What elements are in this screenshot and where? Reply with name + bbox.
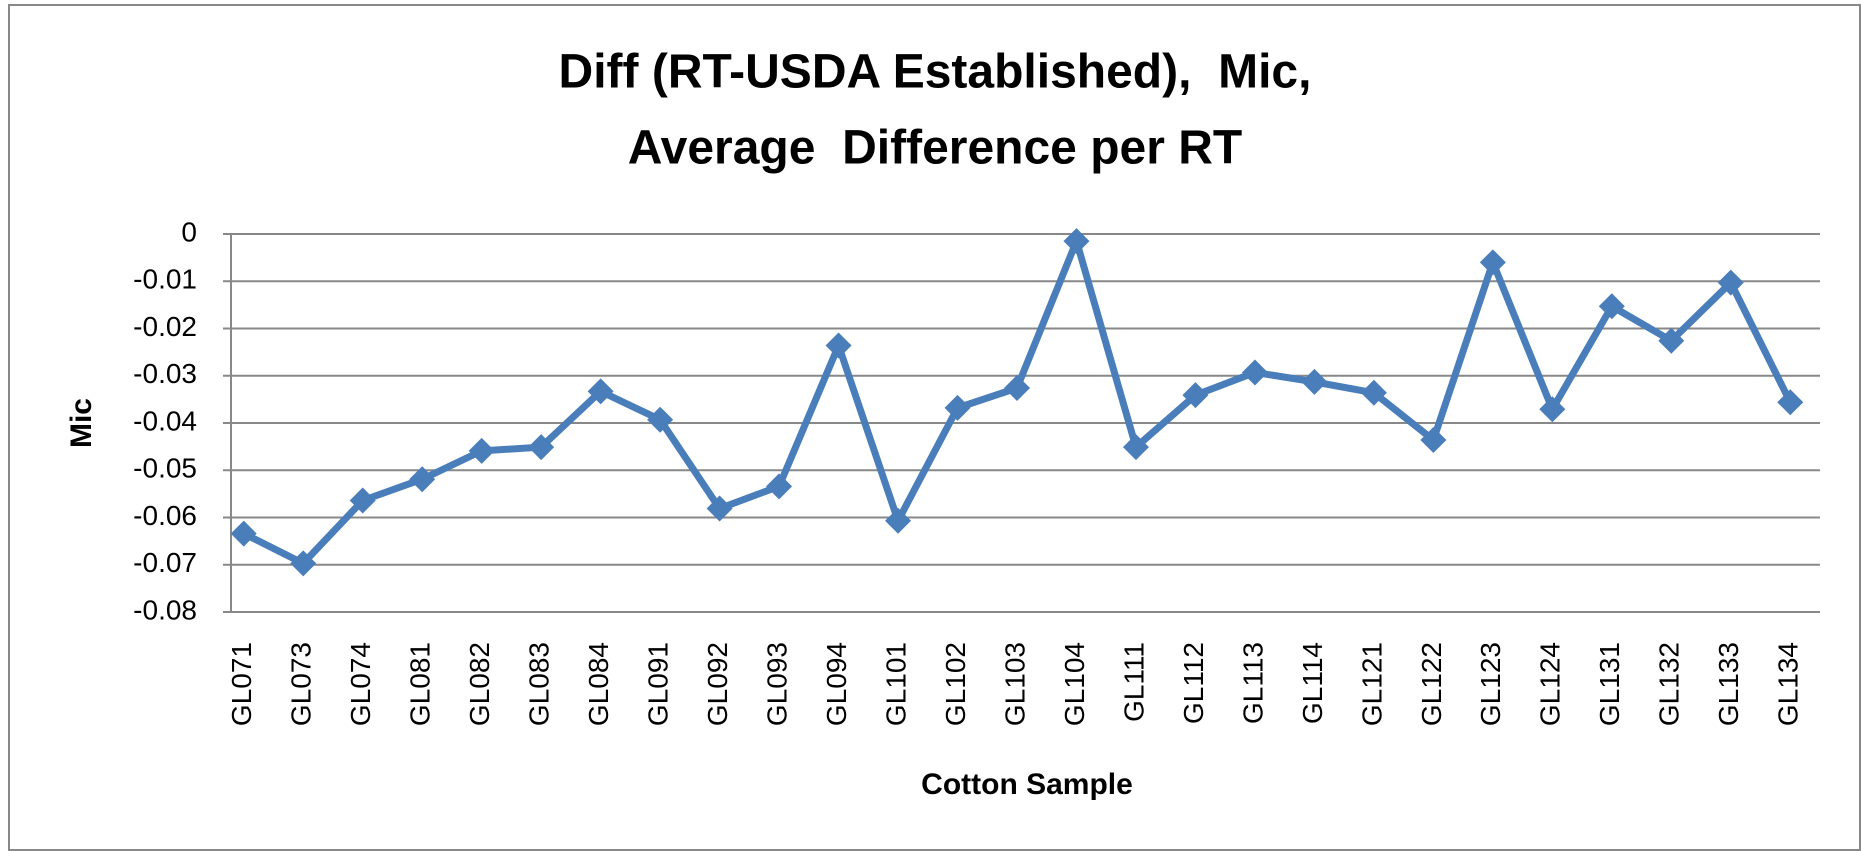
chart-frame <box>8 4 1861 851</box>
x-tick-label: GL083 <box>524 642 555 726</box>
x-tick-label: GL132 <box>1654 642 1685 726</box>
data-marker <box>1479 249 1506 276</box>
data-marker <box>1420 427 1447 454</box>
data-marker <box>1598 293 1625 320</box>
data-marker <box>1004 375 1030 402</box>
data-marker <box>528 434 555 461</box>
data-marker <box>349 487 376 514</box>
data-marker <box>587 378 614 405</box>
data-marker <box>230 520 257 547</box>
data-marker <box>706 495 733 522</box>
x-tick-label: GL071 <box>226 642 257 726</box>
y-tick-label: -0.04 <box>133 405 197 436</box>
x-tick-label: GL134 <box>1773 642 1804 726</box>
x-tick-label: GL112 <box>1178 642 1209 724</box>
data-marker <box>1182 382 1209 409</box>
y-tick-label: -0.06 <box>133 500 197 531</box>
x-tick-label: GL102 <box>940 642 971 726</box>
y-axis-title: Mic <box>65 398 98 448</box>
x-tick-label: GL114 <box>1297 642 1328 724</box>
data-marker <box>1539 396 1566 423</box>
x-tick-label: GL101 <box>880 642 911 726</box>
x-tick-label: GL104 <box>1059 642 1090 726</box>
x-tick-label: GL123 <box>1475 642 1506 726</box>
data-marker <box>1777 389 1804 416</box>
data-marker <box>1360 379 1387 406</box>
data-marker <box>1717 269 1744 296</box>
x-tick-label: GL092 <box>702 642 733 726</box>
data-marker <box>290 550 317 577</box>
x-tick-label: GL093 <box>761 642 792 726</box>
x-tick-label: GL094 <box>821 642 852 726</box>
chart-title: Average Difference per RT <box>628 122 1242 175</box>
x-tick-label: GL133 <box>1713 642 1744 726</box>
y-tick-label: -0.05 <box>133 453 197 484</box>
x-tick-label: GL113 <box>1237 642 1268 724</box>
data-marker <box>885 507 912 534</box>
data-marker <box>825 332 852 359</box>
x-tick-label: GL103 <box>999 642 1030 726</box>
y-tick-label: 0 <box>181 216 197 247</box>
data-marker <box>1063 228 1090 255</box>
data-marker <box>409 466 436 493</box>
y-tick-label: -0.08 <box>133 594 197 625</box>
x-tick-label: GL122 <box>1416 642 1447 726</box>
data-marker <box>1122 434 1149 461</box>
data-marker <box>944 394 971 421</box>
x-tick-label: GL121 <box>1356 642 1387 726</box>
y-tick-label: -0.02 <box>133 311 197 342</box>
x-tick-label: GL081 <box>405 642 436 726</box>
x-tick-label: GL111 <box>1118 642 1149 722</box>
x-tick-label: GL124 <box>1535 642 1566 726</box>
x-tick-label: GL073 <box>286 642 317 726</box>
x-tick-label: GL084 <box>583 642 614 726</box>
x-tick-label: GL131 <box>1594 642 1625 726</box>
x-tick-label: GL074 <box>345 642 376 726</box>
data-marker <box>1241 359 1268 386</box>
data-marker <box>468 437 495 464</box>
y-tick-label: -0.01 <box>133 264 197 295</box>
y-tick-label: -0.07 <box>133 547 197 578</box>
x-tick-label: GL091 <box>643 642 674 726</box>
data-marker <box>1301 368 1328 395</box>
data-marker <box>647 406 674 433</box>
data-marker <box>766 473 793 500</box>
x-axis-title: Cotton Sample <box>921 768 1133 801</box>
y-tick-label: -0.03 <box>133 358 197 389</box>
x-tick-label: GL082 <box>464 642 495 726</box>
chart-title: Diff (RT-USDA Established), Mic, <box>559 46 1312 99</box>
data-marker <box>1658 327 1685 354</box>
